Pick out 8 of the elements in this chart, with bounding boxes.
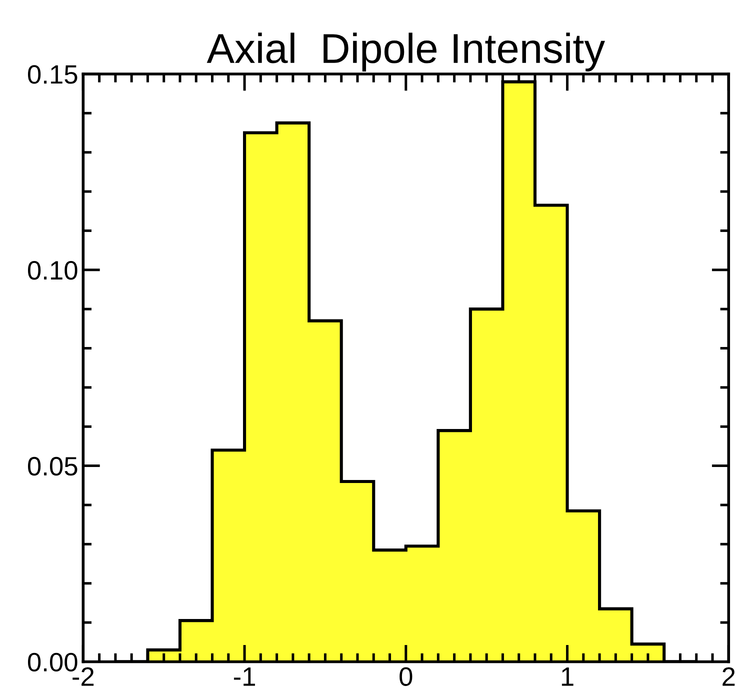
x-tick-label: -1	[234, 668, 255, 686]
x-tick-label: 0	[400, 667, 412, 686]
y-tick-label: 0.15	[28, 65, 78, 84]
y-tick-label: 0.05	[28, 456, 78, 476]
x-tick-label: 2	[722, 667, 735, 686]
chart-title: Axial Dipole Intensity	[206, 32, 605, 72]
y-tick-label: 0.10	[28, 261, 78, 280]
x-tick-label: 1	[562, 668, 574, 686]
